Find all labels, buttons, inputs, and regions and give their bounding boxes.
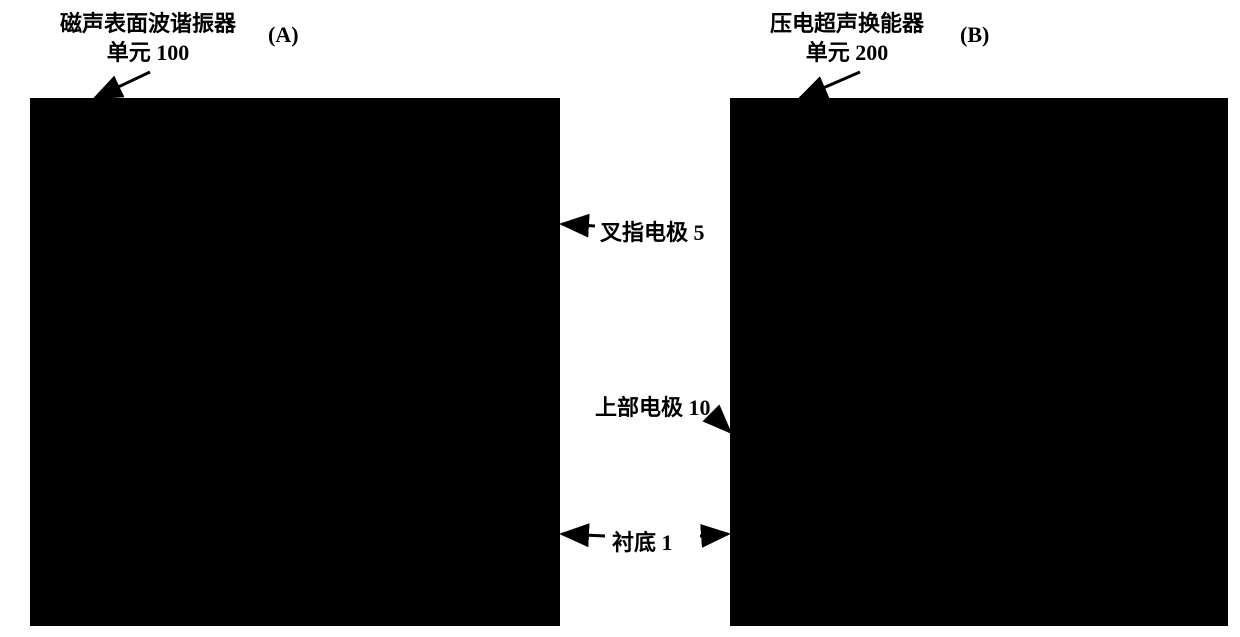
arrow-top-electrode-right — [718, 420, 730, 432]
panel-b-letter: (B) — [960, 22, 989, 48]
panel-a-title: 磁声表面波谐振器 单元 100 — [60, 10, 236, 67]
arrow-substrate-right — [700, 534, 728, 536]
arrow-substrate-left — [562, 534, 605, 536]
annotation-idt: 叉指电极 5 — [600, 215, 705, 247]
panel-b-title: 压电超声换能器 单元 200 — [770, 10, 924, 67]
panel-a-box — [30, 98, 560, 626]
panel-b-title-line1: 压电超声换能器 — [770, 10, 924, 39]
arrow-idt-left — [562, 224, 595, 226]
annotation-top-electrode: 上部电极 10 — [595, 390, 711, 422]
panel-b-box — [730, 98, 1228, 626]
panel-a-title-line2: 单元 100 — [60, 39, 236, 68]
panel-a-letter: (A) — [268, 22, 299, 48]
panel-a-title-line1: 磁声表面波谐振器 — [60, 10, 236, 39]
annotation-substrate: 衬底 1 — [612, 525, 673, 557]
arrow-b-title — [800, 72, 860, 98]
arrow-a-title — [95, 72, 150, 98]
panel-b-title-line2: 单元 200 — [770, 39, 924, 68]
